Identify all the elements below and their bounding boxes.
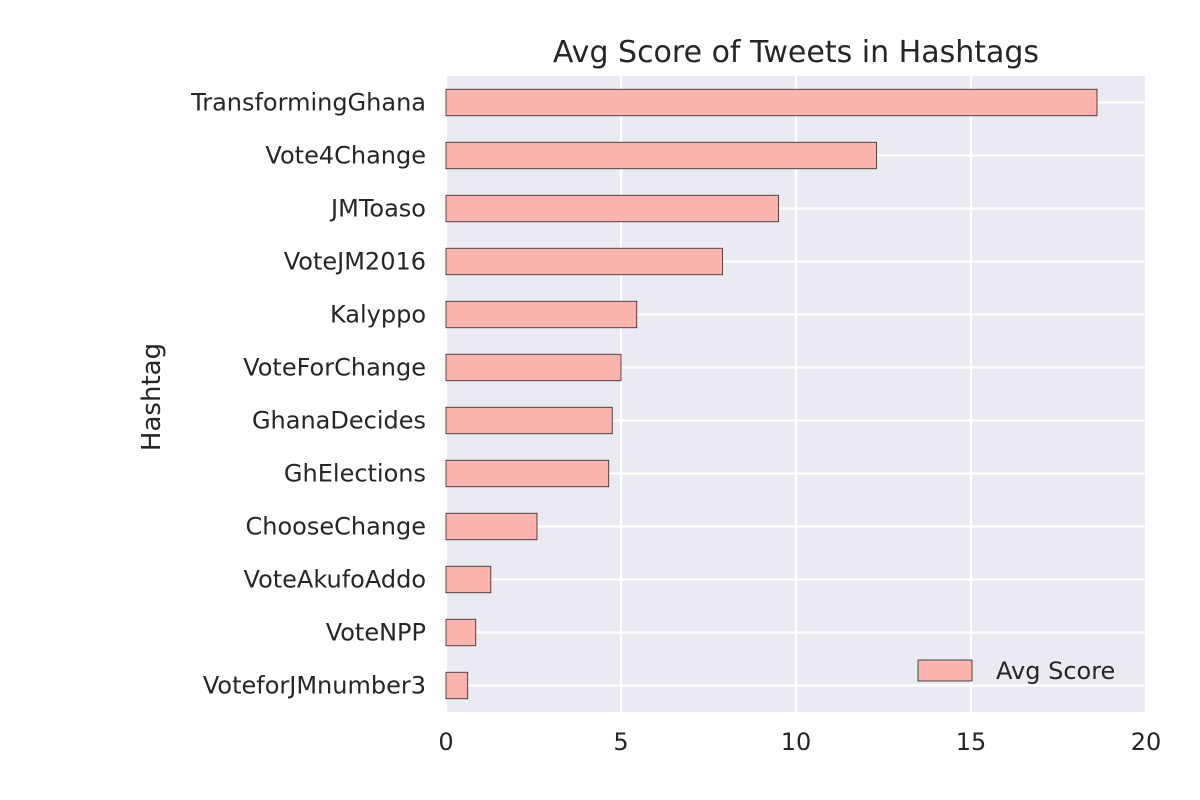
bar-VoteforJMnumber3	[445, 671, 469, 700]
bar-VoteAkufoAddo	[445, 565, 492, 594]
legend-label: Avg Score	[996, 657, 1115, 685]
bar-VoteNPP	[445, 618, 477, 647]
bar-VoteForChange	[445, 353, 622, 382]
x-tick-label: 0	[438, 728, 453, 756]
y-tick-labels: TransformingGhana Vote4Change JMToaso VoteJ…	[190, 89, 426, 700]
y-tick-label: Vote4Change	[265, 142, 426, 170]
bars	[445, 88, 1098, 700]
bar-ChooseChange	[445, 512, 538, 541]
bar-Vote4Change	[445, 141, 877, 170]
x-tick-labels: 0 5 10 15 20	[438, 728, 1161, 756]
bar-VoteJM2016	[445, 247, 723, 276]
y-tick-label: TransformingGhana	[190, 89, 426, 117]
x-tick-label: 10	[781, 728, 812, 756]
y-tick-label: VoteforJMnumber3	[203, 672, 426, 700]
legend-swatch	[917, 659, 973, 682]
y-tick-label: GhElections	[284, 460, 426, 488]
bar-GhElections	[445, 459, 610, 488]
y-tick-label: VoteNPP	[326, 619, 426, 647]
y-tick-label: JMToaso	[329, 195, 426, 223]
chart-title: Avg Score of Tweets in Hashtags	[553, 35, 1039, 70]
y-axis-label: Hashtag	[137, 343, 167, 451]
bar-Kalyppo	[445, 300, 638, 329]
y-tick-label: VoteAkufoAddo	[244, 566, 426, 594]
y-tick-label: Kalyppo	[330, 301, 426, 329]
y-tick-label: VoteJM2016	[284, 248, 426, 276]
y-tick-label: ChooseChange	[246, 513, 427, 541]
x-tick-label: 15	[956, 728, 987, 756]
bar-JMToaso	[445, 194, 779, 223]
y-tick-label: GhanaDecides	[252, 407, 426, 435]
bar-GhanaDecides	[445, 406, 613, 435]
y-tick-label: VoteForChange	[243, 354, 426, 382]
x-tick-label: 20	[1131, 728, 1162, 756]
legend: Avg Score	[917, 657, 1115, 685]
bar-TransformingGhana	[445, 88, 1098, 117]
x-tick-label: 5	[613, 728, 628, 756]
